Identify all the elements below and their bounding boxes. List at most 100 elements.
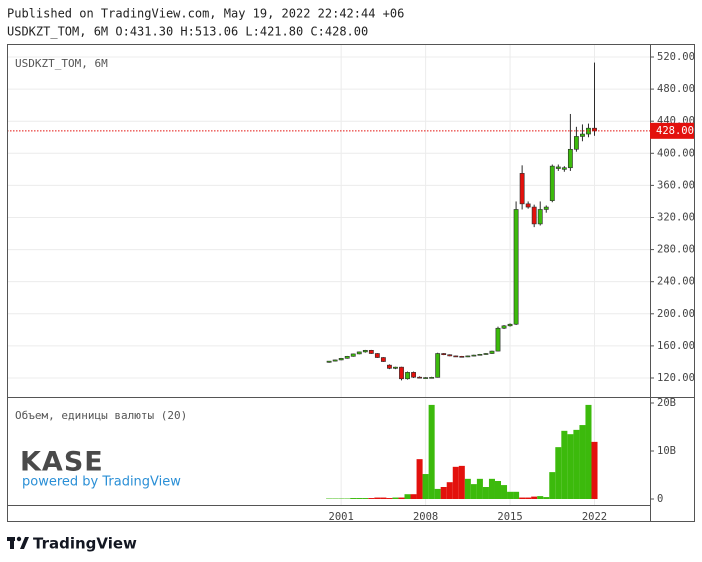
volume-bar: [404, 494, 411, 499]
y-tick-label: 400.00: [657, 147, 695, 159]
candle-body: [362, 349, 368, 353]
candle-body: [573, 136, 579, 150]
candle-body: [489, 350, 495, 354]
volume-tick-label: 0: [657, 493, 663, 505]
candle-body: [495, 327, 501, 352]
volume-bar: [494, 480, 502, 499]
chart-frame: [7, 44, 695, 522]
candle-body: [429, 377, 435, 379]
volume-bar: [416, 459, 423, 499]
volume-bar: [470, 484, 477, 499]
candle-body: [338, 358, 344, 361]
candle-body: [399, 366, 404, 380]
volume-bar: [476, 478, 483, 499]
x-tick-label: 2015: [497, 511, 522, 523]
volume-bar: [350, 498, 357, 499]
last-price-label: 428.00: [656, 125, 694, 137]
volume-bar: [464, 478, 471, 499]
y-tick-label: 120.00: [657, 372, 695, 384]
candle-body: [525, 203, 531, 208]
candle-body: [592, 127, 597, 132]
volume-bar: [543, 497, 550, 499]
volume-tick-label: 20B: [657, 397, 676, 409]
footer-logo-text: TradingView: [33, 535, 137, 553]
candle-body: [423, 377, 429, 379]
candle-body: [561, 167, 567, 170]
volume-bar: [392, 497, 399, 499]
panes: 2001 2008 2015 2022 120.00 160.00 200.00 240.00…: [7, 44, 695, 523]
x-tick-label: 2022: [582, 511, 607, 523]
candle-body: [368, 349, 374, 354]
candle-body: [531, 206, 537, 225]
candle-body: [374, 353, 380, 358]
y-tick-label: 480.00: [657, 83, 695, 95]
volume-bar: [356, 498, 363, 499]
volume-bar: [579, 425, 586, 499]
volume-bar: [567, 434, 574, 499]
volume-bar: [434, 488, 441, 499]
candle-body: [580, 133, 585, 137]
header-line: USDKZT_TOM, 6M O:431.30 H:513.06 L:421.8…: [7, 25, 368, 39]
volume-bar: [422, 474, 429, 499]
published-line: Published on TradingView.com, May 19, 20…: [7, 7, 404, 21]
y-tick-label: 320.00: [657, 211, 695, 223]
volume-bar: [561, 430, 568, 499]
volume-bar: [386, 498, 393, 499]
powered-by: powered by TradingView: [22, 475, 181, 490]
candle-body: [344, 356, 350, 359]
volume-bar: [507, 491, 514, 499]
volume-title: Объем, единицы валюты (20): [15, 409, 187, 422]
volume-tick-label: 10B: [657, 445, 676, 457]
y-tick-label: 200.00: [657, 308, 695, 320]
candle-body: [501, 325, 507, 329]
last-price-box: [650, 122, 694, 139]
volume-bar: [374, 497, 381, 499]
volume-bar: [525, 497, 532, 499]
candle-body: [537, 209, 543, 225]
volume-bar: [549, 472, 556, 499]
candle-body: [405, 372, 410, 380]
volume-bar: [513, 491, 520, 499]
candle-body: [471, 354, 477, 357]
footer-logo-icon: [7, 536, 29, 549]
candle-body: [332, 359, 338, 362]
candle-body: [411, 372, 416, 378]
candle-body: [393, 366, 398, 369]
kase-logo: KASE: [20, 447, 104, 478]
x-tick-label: 2008: [413, 511, 438, 523]
y-tick-label: 520.00: [657, 51, 695, 63]
candle-body: [387, 364, 392, 369]
volume-bar: [398, 497, 405, 499]
volume-bar: [410, 494, 417, 499]
candle-body: [417, 376, 422, 379]
volume-bar: [585, 404, 592, 499]
y-tick-label: 160.00: [657, 340, 695, 352]
volume-bar: [488, 478, 495, 499]
candle-body: [459, 356, 465, 358]
volume-bar: [519, 497, 526, 499]
candle-body: [543, 206, 549, 210]
candle-body: [555, 166, 561, 169]
candle-body: [453, 355, 459, 358]
volume-bar: [368, 498, 375, 499]
volume-bar: [446, 482, 453, 499]
candle-body: [483, 353, 489, 355]
y-tick-label: 240.00: [657, 276, 695, 288]
candle-body: [567, 148, 573, 169]
volume-bar: [531, 496, 538, 499]
volume-bar: [440, 486, 447, 499]
candle-body: [477, 354, 483, 356]
candle-body: [465, 355, 471, 358]
candle-body: [435, 353, 441, 378]
volume-bar: [537, 496, 544, 499]
y-tick-label: 360.00: [657, 179, 695, 191]
volume-bar: [573, 429, 580, 499]
candle-body: [549, 165, 555, 201]
candle-body: [441, 353, 447, 356]
volume-bar: [428, 404, 435, 499]
candle-body: [350, 353, 356, 357]
candle-body: [326, 360, 332, 363]
candle-body: [519, 173, 525, 205]
